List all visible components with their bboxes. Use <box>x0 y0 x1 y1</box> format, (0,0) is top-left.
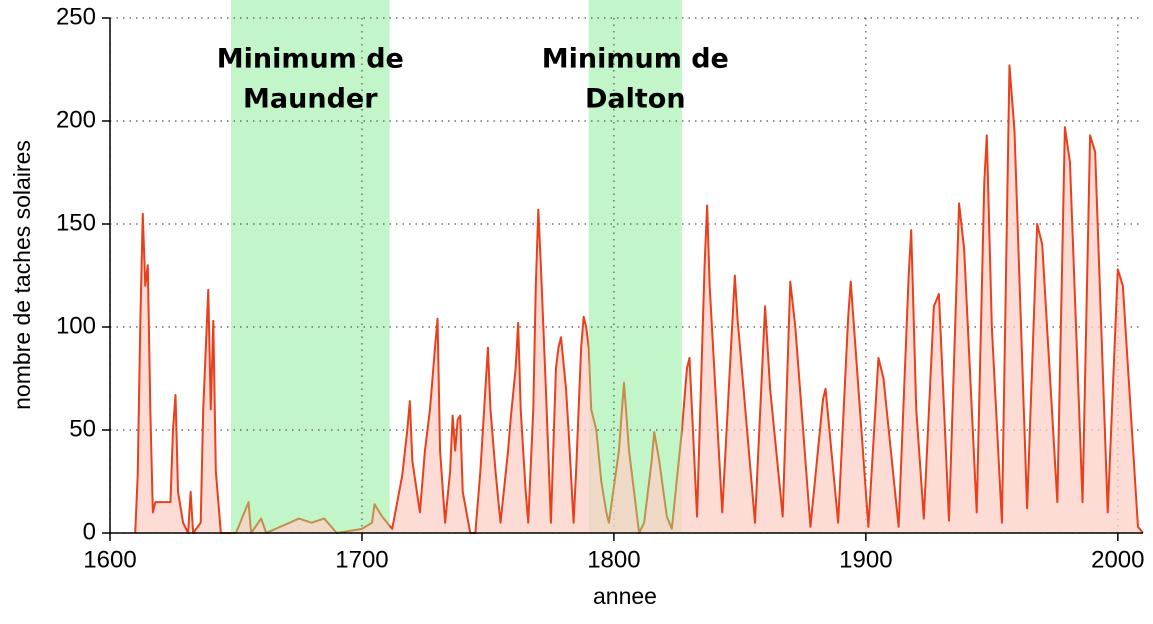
x-axis-label: annee <box>593 583 657 609</box>
axes: 0 50 100 150 200 250 1600 1700 1800 1900 2000 <box>56 3 1145 573</box>
x-tick-label: 2000 <box>1091 546 1144 573</box>
band-label: Maunder <box>243 84 378 115</box>
y-tick-label: 50 <box>69 415 96 442</box>
x-tick-label: 1800 <box>587 546 640 573</box>
band <box>588 0 682 533</box>
y-tick-label: 250 <box>56 3 96 30</box>
y-tick-label: 200 <box>56 106 96 133</box>
bands <box>230 0 682 533</box>
y-axis-label: nombre de taches solaires <box>9 140 35 410</box>
y-tick-label: 150 <box>56 209 96 236</box>
x-tick-label: 1900 <box>839 546 892 573</box>
band-label: Minimum de <box>542 44 729 75</box>
y-tick-label: 0 <box>83 518 96 545</box>
x-tick-label: 1600 <box>83 546 136 573</box>
x-tick-label: 1700 <box>335 546 388 573</box>
plot <box>134 64 1144 534</box>
area <box>135 65 1143 533</box>
band <box>230 0 390 533</box>
line <box>134 64 1144 534</box>
y-tick-label: 100 <box>56 312 96 339</box>
band-label: Dalton <box>585 84 686 115</box>
band-label: Minimum de <box>217 44 404 75</box>
